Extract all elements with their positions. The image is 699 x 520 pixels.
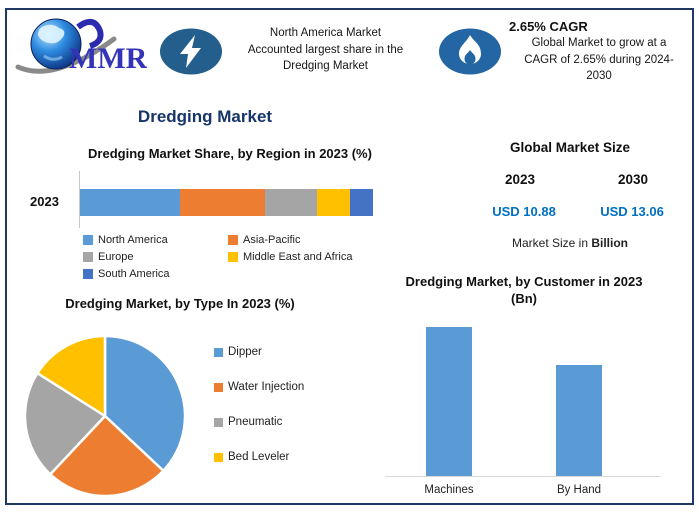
- region-stacked-bar: [80, 189, 373, 216]
- market-size-caption: Market Size in Billion: [450, 236, 690, 250]
- europe-swatch: [83, 251, 93, 262]
- pie-slice-dipper: [103, 334, 187, 473]
- region-bar-segment-south-america: [349, 189, 373, 216]
- mmr-logo: MMR: [12, 11, 148, 81]
- type-pie-svg: [23, 334, 187, 498]
- legend-item-bed-leveler: Bed Leveler: [214, 451, 374, 463]
- legend-item-pneumatic: Pneumatic: [214, 416, 374, 428]
- lightning-icon: [159, 28, 223, 75]
- north-america-swatch: [83, 234, 93, 245]
- region-bar-segment-europe: [264, 189, 318, 216]
- cagr-body-text: Global Market to grow at a CAGR of 2.65%…: [524, 37, 674, 83]
- customer-title-line1: Dredging Market, by Customer in 2023: [405, 274, 643, 289]
- pie-slice-pneumatic: [23, 371, 107, 476]
- legend-label: Water Injection: [228, 381, 305, 393]
- bed-leveler-swatch: [214, 452, 223, 462]
- legend-label: South America: [98, 267, 170, 280]
- legend-label: Asia-Pacific: [243, 233, 301, 246]
- legend-label: Middle East and Africa: [243, 250, 353, 263]
- caption-prefix: Market Size in: [511, 236, 592, 250]
- region-bar-segment-north-america: [80, 189, 180, 216]
- machines-bar: [426, 327, 472, 476]
- legend-item-dipper: Dipper: [214, 346, 374, 358]
- globe-meridian: [43, 54, 63, 61]
- callout-north-america-text: North America Market Accounted largest s…: [247, 27, 404, 73]
- legend-label: Europe: [98, 250, 134, 263]
- dipper-swatch: [214, 347, 223, 357]
- page-title: Dredging Market: [137, 107, 273, 126]
- legend-item-middle-east-africa: Middle East and Africa: [228, 248, 391, 265]
- market-size-year-2030: 2030: [617, 172, 649, 187]
- pie-slice-bed-leveler: [36, 334, 107, 418]
- region-bar-segment-middle-east-and-africa: [317, 189, 350, 216]
- legend-label: Dipper: [228, 346, 262, 358]
- customer-title-line2: (Bn): [511, 290, 537, 306]
- region-category-label: 2023: [30, 194, 59, 209]
- legend-item-north-america: North America: [83, 231, 228, 248]
- market-size-value-2023: USD 10.88: [492, 204, 556, 219]
- type-chart-title: Dredging Market, by Type In 2023 (%): [65, 296, 295, 311]
- legend-label: North America: [98, 233, 168, 246]
- type-legend: Dipper Water Injection Pneumatic Bed Lev…: [214, 346, 374, 486]
- caption-bold: Billion: [591, 236, 629, 250]
- mmr-logo-graphic: MMR: [15, 18, 148, 75]
- region-chart-title: Dredging Market Share, by Region in 2023…: [88, 146, 372, 161]
- legend-item-asia-pacific: Asia-Pacific: [228, 231, 391, 248]
- market-size-value-2030: USD 13.06: [600, 204, 664, 219]
- globe-continent: [38, 24, 65, 44]
- by-hand-bar: [556, 365, 602, 476]
- customer-chart-title: Dredging Market, by Customer in 2023 (Bn…: [386, 274, 662, 308]
- legend-item-south-america: South America: [83, 265, 228, 282]
- middle-east-africa-swatch: [228, 251, 238, 262]
- region-chart-axis: [79, 171, 80, 228]
- flame-icon: [438, 28, 502, 75]
- legend-label: Bed Leveler: [228, 451, 290, 463]
- machines-label: Machines: [424, 484, 474, 496]
- logo-blue-swoosh: [76, 18, 104, 49]
- market-size-title: Global Market Size: [509, 140, 631, 155]
- pneumatic-swatch: [214, 417, 223, 427]
- cagr-headline: 2.65% CAGR: [509, 19, 588, 34]
- asia-pacific-swatch: [228, 234, 238, 245]
- logo-wordmark: MMR: [69, 42, 147, 75]
- page-border-frame: [5, 8, 694, 505]
- by-hand-label: By Hand: [556, 484, 602, 496]
- south-america-swatch: [83, 268, 93, 279]
- customer-bar-plot: [385, 318, 661, 477]
- pie-slice-water-injection: [48, 414, 165, 498]
- legend-item-europe: Europe: [83, 248, 228, 265]
- callout-cagr: 2.65% CAGR Global Market to grow at a CA…: [506, 19, 692, 85]
- legend-label: Pneumatic: [228, 416, 283, 428]
- water-injection-swatch: [214, 382, 223, 392]
- legend-item-water-injection: Water Injection: [214, 381, 374, 393]
- region-legend: North America Asia-Pacific Europe Middle…: [83, 231, 391, 282]
- region-bar-segment-asia-pacific: [179, 189, 265, 216]
- market-size-year-2023: 2023: [504, 172, 536, 187]
